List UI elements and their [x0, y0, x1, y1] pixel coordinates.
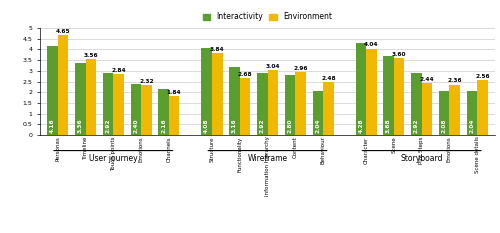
Text: 2.44: 2.44 [420, 77, 434, 82]
Legend: Interactivity, Environment: Interactivity, Environment [203, 13, 332, 21]
Bar [366, 48, 376, 135]
Bar [58, 35, 68, 135]
Text: 2.48: 2.48 [321, 76, 336, 81]
Text: 2.92: 2.92 [106, 118, 110, 133]
Bar [130, 84, 141, 135]
Text: 2.04: 2.04 [470, 118, 474, 133]
Bar [296, 72, 306, 135]
Text: 3.16: 3.16 [232, 118, 237, 133]
Text: 2.32: 2.32 [139, 79, 154, 84]
Text: 3.56: 3.56 [84, 53, 98, 58]
Bar [384, 56, 394, 135]
Bar [169, 96, 179, 135]
Bar [47, 46, 58, 135]
Bar [394, 58, 404, 135]
Text: 2.08: 2.08 [442, 118, 446, 133]
Text: 3.84: 3.84 [210, 47, 224, 52]
Bar [411, 72, 422, 135]
Text: 2.80: 2.80 [288, 118, 292, 133]
Bar [312, 91, 323, 135]
Bar [229, 67, 239, 135]
Text: 4.08: 4.08 [204, 118, 209, 133]
Bar [141, 86, 152, 135]
Bar [466, 91, 477, 135]
Bar [240, 78, 250, 135]
Text: 3.04: 3.04 [266, 64, 280, 69]
Bar [202, 48, 212, 135]
Text: 2.84: 2.84 [112, 68, 126, 73]
Bar [75, 63, 86, 135]
Bar [158, 89, 169, 135]
Text: 2.92: 2.92 [414, 118, 419, 133]
Text: 2.16: 2.16 [161, 118, 166, 133]
Bar [356, 43, 366, 135]
Bar [103, 72, 114, 135]
Text: 4.28: 4.28 [358, 118, 364, 133]
Text: 3.60: 3.60 [392, 52, 406, 57]
Bar [257, 72, 268, 135]
Text: 2.36: 2.36 [448, 79, 462, 83]
Text: 2.40: 2.40 [134, 118, 138, 133]
Bar [212, 53, 222, 135]
Bar [477, 80, 488, 135]
Text: Storyboard: Storyboard [400, 154, 443, 163]
Text: 2.96: 2.96 [294, 66, 308, 71]
Text: 1.84: 1.84 [167, 90, 182, 95]
Bar [86, 59, 96, 135]
Text: 2.04: 2.04 [316, 118, 320, 133]
Text: User journey: User journey [89, 154, 138, 163]
Text: 2.92: 2.92 [260, 118, 264, 133]
Text: 4.65: 4.65 [56, 29, 70, 34]
Text: Wireframe: Wireframe [248, 154, 288, 163]
Bar [284, 75, 296, 135]
Bar [439, 91, 450, 135]
Text: 4.04: 4.04 [364, 42, 378, 48]
Text: 3.36: 3.36 [78, 118, 83, 133]
Text: 4.16: 4.16 [50, 118, 55, 133]
Text: 2.56: 2.56 [475, 74, 490, 79]
Text: 3.68: 3.68 [386, 118, 391, 133]
Bar [450, 85, 460, 135]
Bar [268, 70, 278, 135]
Bar [323, 82, 334, 135]
Bar [422, 83, 432, 135]
Text: 2.68: 2.68 [238, 72, 252, 77]
Bar [114, 74, 124, 135]
